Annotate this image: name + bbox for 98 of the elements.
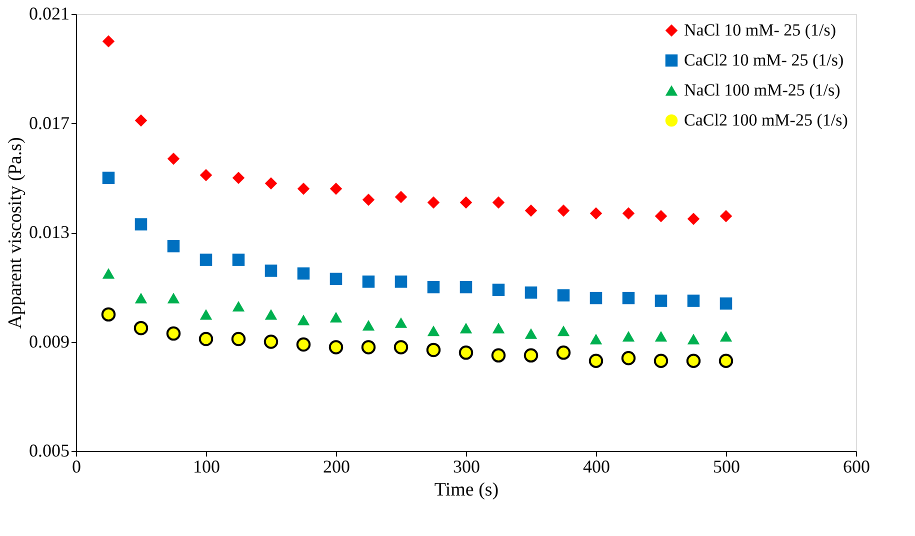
point xyxy=(720,297,732,310)
point xyxy=(394,190,408,204)
point xyxy=(167,152,180,165)
point xyxy=(557,289,570,302)
y-tick-label: 0.021 xyxy=(29,4,70,24)
point xyxy=(524,204,538,217)
point xyxy=(492,284,505,296)
point xyxy=(557,204,570,217)
x-tick-label: 0 xyxy=(72,456,81,476)
point xyxy=(524,348,538,363)
x-tick-label: 200 xyxy=(323,456,350,476)
point xyxy=(394,276,408,288)
point xyxy=(330,312,342,322)
point xyxy=(720,330,732,342)
point xyxy=(232,172,245,184)
point xyxy=(134,292,148,304)
point xyxy=(198,332,214,346)
point xyxy=(654,294,668,307)
point xyxy=(590,334,602,344)
point xyxy=(102,172,115,184)
point xyxy=(524,328,538,339)
point xyxy=(687,294,700,307)
point xyxy=(458,346,474,360)
point xyxy=(134,218,148,230)
point xyxy=(330,272,342,286)
point xyxy=(232,254,245,266)
point xyxy=(426,342,441,358)
legend-label: NaCl 100 mM-25 (1/s) xyxy=(684,80,840,100)
point xyxy=(102,35,115,48)
point xyxy=(460,196,472,209)
legend-label: CaCl2 100 mM-25 (1/s) xyxy=(684,110,848,130)
point xyxy=(654,330,668,342)
point xyxy=(622,292,635,304)
point xyxy=(394,317,408,328)
x-tick-label: 100 xyxy=(193,456,220,476)
point xyxy=(524,286,538,299)
point xyxy=(687,212,700,225)
point xyxy=(621,351,636,366)
point xyxy=(264,264,278,277)
point xyxy=(622,330,635,342)
point xyxy=(687,334,700,344)
point xyxy=(427,196,440,209)
point xyxy=(102,268,115,279)
point xyxy=(297,267,310,280)
point xyxy=(588,354,604,368)
point xyxy=(654,210,668,222)
point xyxy=(101,307,116,322)
point xyxy=(297,314,310,326)
point xyxy=(686,354,701,368)
point xyxy=(491,348,506,363)
y-tick-label: 0.013 xyxy=(29,222,70,242)
point xyxy=(134,114,148,127)
point xyxy=(362,194,375,206)
y-tick-label: 0.009 xyxy=(29,331,70,352)
legend-label: NaCl 10 mM- 25 (1/s) xyxy=(684,20,836,40)
point xyxy=(200,169,212,182)
x-tick-label: 300 xyxy=(453,456,480,476)
y-tick-label: 0.017 xyxy=(29,112,70,133)
y-axis-title: Apparent viscosity (Pa.s) xyxy=(5,137,26,329)
point xyxy=(427,326,440,336)
point xyxy=(622,207,635,220)
point xyxy=(654,354,668,368)
point xyxy=(232,300,245,312)
point xyxy=(590,207,602,220)
point xyxy=(328,340,344,354)
point xyxy=(330,182,342,195)
point xyxy=(557,326,570,336)
point xyxy=(492,322,505,334)
point xyxy=(264,309,278,320)
point xyxy=(556,346,571,360)
y-tick-label: 0.005 xyxy=(29,440,70,460)
point xyxy=(427,281,440,294)
legend-label: CaCl2 10 mM- 25 (1/s) xyxy=(684,50,844,70)
x-tick-label: 500 xyxy=(713,456,740,476)
x-tick-label: 600 xyxy=(843,456,870,476)
point xyxy=(361,340,376,354)
point xyxy=(200,254,212,266)
point xyxy=(394,340,408,354)
point xyxy=(718,354,734,368)
point xyxy=(460,322,472,334)
point xyxy=(362,320,375,331)
point xyxy=(200,309,212,320)
point xyxy=(167,292,180,304)
point xyxy=(720,210,732,222)
point xyxy=(264,334,278,349)
point xyxy=(167,240,180,252)
point xyxy=(134,320,148,336)
point xyxy=(231,332,246,346)
point xyxy=(590,292,602,304)
point xyxy=(166,326,181,341)
point xyxy=(362,276,375,288)
point xyxy=(264,177,278,190)
x-tick-label: 400 xyxy=(583,456,610,476)
point xyxy=(492,196,505,209)
point xyxy=(460,281,472,294)
point xyxy=(297,182,310,195)
x-axis-title: Time (s) xyxy=(434,480,499,500)
point xyxy=(296,337,311,352)
